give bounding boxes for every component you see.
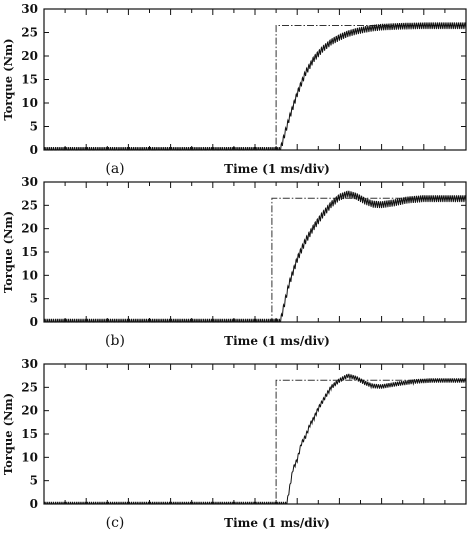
plot-frame	[43, 8, 467, 151]
y-tick-label: 10	[21, 96, 38, 110]
y-tick-label: 15	[21, 245, 38, 259]
torque-response-line	[43, 190, 467, 323]
y-tick-label: 20	[21, 49, 38, 63]
panel-label: (b)	[105, 333, 125, 349]
reference-torque-line	[44, 25, 466, 151]
y-tick-label: 20	[21, 222, 38, 236]
chart-panel: 0 5 10 15 20 25 30 Torque (Nm) Time (1 ms/div) (b…	[1, 175, 467, 349]
y-tick-label: 0	[30, 497, 38, 511]
torque-response-line	[43, 22, 467, 151]
y-tick-label: 5	[30, 120, 38, 134]
y-tick-label: 15	[21, 427, 38, 441]
chart-panel: 0 5 10 15 20 25 30 Torque (Nm) Time (1 ms/div) (c…	[1, 357, 467, 531]
y-axis-label: Torque (Nm)	[1, 393, 15, 475]
y-tick-label: 5	[30, 292, 38, 306]
y-tick-label: 20	[21, 404, 38, 418]
y-tick-label: 0	[30, 315, 38, 329]
y-tick-label: 25	[21, 380, 38, 394]
y-axis-label: Torque (Nm)	[1, 211, 15, 293]
y-tick-label: 30	[21, 175, 38, 189]
y-tick-label: 10	[21, 450, 38, 464]
y-tick-label: 15	[21, 73, 38, 87]
y-tick-label: 10	[21, 268, 38, 282]
torque-response-line	[43, 373, 467, 505]
reference-torque-line	[44, 197, 466, 323]
y-tick-label: 30	[21, 357, 38, 371]
y-axis-label: Torque (Nm)	[1, 38, 15, 120]
x-axis-label: Time (1 ms/div)	[224, 334, 330, 348]
y-tick-label: 5	[30, 474, 38, 488]
y-tick-label: 30	[21, 2, 38, 16]
panel-label: (a)	[105, 161, 124, 177]
chart-panel: 0 5 10 15 20 25 30 Torque (Nm) Time (1 ms/div) (a…	[1, 2, 467, 177]
y-tick-label: 0	[30, 143, 38, 157]
reference-torque-line	[44, 379, 466, 505]
x-axis-label: Time (1 ms/div)	[224, 162, 330, 176]
panel-label: (c)	[106, 515, 125, 531]
y-tick-label: 25	[21, 198, 38, 212]
y-tick-label: 25	[21, 26, 38, 40]
x-axis-label: Time (1 ms/div)	[224, 516, 330, 530]
